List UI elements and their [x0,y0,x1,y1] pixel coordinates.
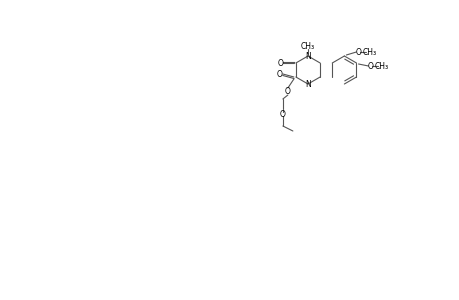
Text: O: O [280,110,285,118]
Text: O: O [276,70,282,79]
Text: CH₃: CH₃ [374,61,388,70]
Text: O: O [284,86,290,95]
Text: N: N [304,80,310,88]
Text: CH₃: CH₃ [362,47,375,56]
Text: O: O [355,47,360,56]
Text: CH₃: CH₃ [300,41,314,50]
Text: O: O [277,58,283,68]
Text: O: O [367,61,373,70]
Text: N: N [304,52,310,61]
